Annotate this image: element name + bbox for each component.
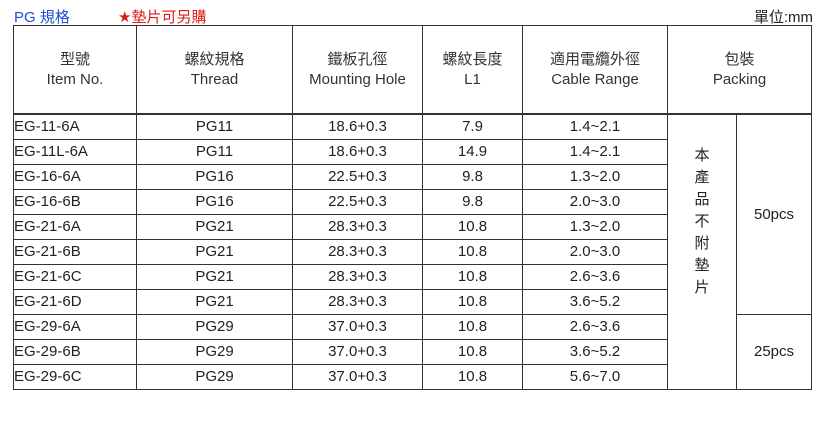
cell-cable: 2.0~3.0 <box>522 239 668 265</box>
cell-l1: 10.8 <box>422 339 523 365</box>
cell-hole: 28.3+0.3 <box>292 289 423 315</box>
cell-hole: 18.6+0.3 <box>292 139 423 165</box>
cell-cable: 3.6~5.2 <box>522 289 668 315</box>
table-row: EG-21-6C PG21 28.3+0.3 10.8 2.6~3.6 <box>13 264 812 290</box>
cell-cable: 1.4~2.1 <box>522 139 668 165</box>
col-header-item: 型號 Item No. <box>13 25 137 115</box>
packing-qty: 50pcs <box>736 113 812 315</box>
cell-l1: 10.8 <box>422 314 523 340</box>
packing-note: 本產品不附墊片 <box>667 113 737 390</box>
cell-l1: 7.9 <box>422 113 523 140</box>
col-header-cable: 適用電纜外徑 Cable Range <box>522 25 668 115</box>
cell-thread: PG29 <box>136 314 293 340</box>
cell-cable: 2.6~3.6 <box>522 314 668 340</box>
cell-hole: 28.3+0.3 <box>292 239 423 265</box>
packing-qty: 25pcs <box>736 314 812 390</box>
cell-item: EG-29-6B <box>13 339 137 365</box>
col-header-l1: 螺紋長度 L1 <box>422 25 523 115</box>
spec-label: PG 規格 <box>14 9 70 26</box>
cell-thread: PG11 <box>136 113 293 140</box>
unit-label: 單位:mm <box>753 9 813 26</box>
cell-hole: 28.3+0.3 <box>292 214 423 240</box>
table-row: EG-16-6A PG16 22.5+0.3 9.8 1.3~2.0 <box>13 164 812 190</box>
cell-cable: 3.6~5.2 <box>522 339 668 365</box>
cell-item: EG-21-6B <box>13 239 137 265</box>
cell-item: EG-21-6D <box>13 289 137 315</box>
cell-cable: 1.4~2.1 <box>522 113 668 140</box>
cell-item: EG-21-6A <box>13 214 137 240</box>
cell-thread: PG21 <box>136 289 293 315</box>
cell-item: EG-11-6A <box>13 113 137 140</box>
table-row: EG-21-6A PG21 28.3+0.3 10.8 1.3~2.0 <box>13 214 812 240</box>
washer-note: ★墊片可另購 <box>118 9 207 26</box>
cell-thread: PG11 <box>136 139 293 165</box>
cell-hole: 37.0+0.3 <box>292 364 423 390</box>
cell-l1: 10.8 <box>422 239 523 265</box>
cell-hole: 37.0+0.3 <box>292 314 423 340</box>
cell-hole: 37.0+0.3 <box>292 339 423 365</box>
table-row: EG-29-6C PG29 37.0+0.3 10.8 5.6~7.0 <box>13 364 812 390</box>
cell-thread: PG29 <box>136 339 293 365</box>
cell-thread: PG29 <box>136 364 293 390</box>
cell-cable: 2.6~3.6 <box>522 264 668 290</box>
cell-thread: PG16 <box>136 189 293 215</box>
cell-cable: 1.3~2.0 <box>522 164 668 190</box>
table-row: EG-16-6B PG16 22.5+0.3 9.8 2.0~3.0 <box>13 189 812 215</box>
cell-l1: 9.8 <box>422 164 523 190</box>
cell-item: EG-16-6B <box>13 189 137 215</box>
table-row: EG-21-6B PG21 28.3+0.3 10.8 2.0~3.0 <box>13 239 812 265</box>
cell-hole: 28.3+0.3 <box>292 264 423 290</box>
col-header-packing: 包裝 Packing <box>667 25 812 115</box>
cell-item: EG-16-6A <box>13 164 137 190</box>
cell-thread: PG21 <box>136 214 293 240</box>
cell-l1: 9.8 <box>422 189 523 215</box>
cell-hole: 22.5+0.3 <box>292 189 423 215</box>
title-bar: PG 規格 ★墊片可另購 單位:mm <box>14 4 813 26</box>
cell-cable: 2.0~3.0 <box>522 189 668 215</box>
cell-l1: 14.9 <box>422 139 523 165</box>
cell-l1: 10.8 <box>422 364 523 390</box>
cell-item: EG-29-6C <box>13 364 137 390</box>
cell-item: EG-29-6A <box>13 314 137 340</box>
cell-cable: 5.6~7.0 <box>522 364 668 390</box>
cell-item: EG-11L-6A <box>13 139 137 165</box>
cell-l1: 10.8 <box>422 264 523 290</box>
col-header-thread: 螺紋規格 Thread <box>136 25 293 115</box>
header-row: 型號 Item No. 螺紋規格 Thread 鐵板孔徑 Mounting Hole … <box>13 25 812 115</box>
cell-thread: PG21 <box>136 239 293 265</box>
table-row: EG-11-6A PG11 18.6+0.3 7.9 1.4~2.1 本產品不附墊片 50p… <box>13 113 812 390</box>
cell-l1: 10.8 <box>422 289 523 315</box>
cell-thread: PG16 <box>136 164 293 190</box>
cell-cable: 1.3~2.0 <box>522 214 668 240</box>
cell-l1: 10.8 <box>422 214 523 240</box>
table-row: EG-11L-6A PG11 18.6+0.3 14.9 1.4~2.1 <box>13 139 812 165</box>
cell-thread: PG21 <box>136 264 293 290</box>
spec-table: 型號 Item No. 螺紋規格 Thread 鐵板孔徑 Mounting Hole … <box>13 25 812 390</box>
table-body: EG-11-6A PG11 18.6+0.3 7.9 1.4~2.1 本產品不附墊片 50p… <box>13 113 812 390</box>
cell-hole: 22.5+0.3 <box>292 164 423 190</box>
cell-hole: 18.6+0.3 <box>292 113 423 140</box>
table-row: EG-29-6B PG29 37.0+0.3 10.8 3.6~5.2 <box>13 339 812 365</box>
col-header-hole: 鐵板孔徑 Mounting Hole <box>292 25 423 115</box>
cell-item: EG-21-6C <box>13 264 137 290</box>
